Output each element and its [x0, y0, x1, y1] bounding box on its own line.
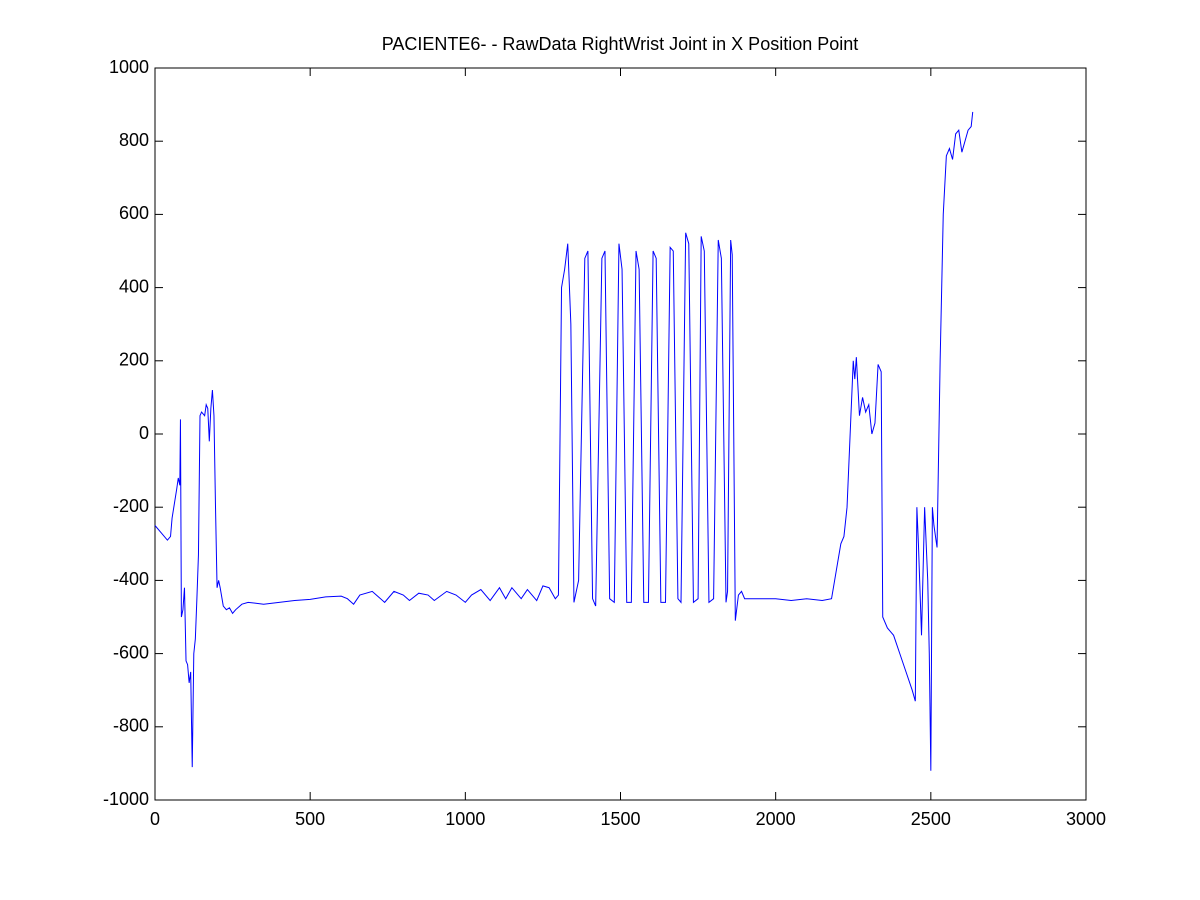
- y-tick-label: 400: [119, 276, 149, 296]
- y-tick-label: -1000: [103, 789, 149, 809]
- x-tick-label: 500: [295, 809, 325, 829]
- y-tick-label: 200: [119, 350, 149, 370]
- y-tick-label: 800: [119, 130, 149, 150]
- y-tick-label: -600: [113, 642, 149, 662]
- x-tick-label: 0: [150, 809, 160, 829]
- y-tick-label: -200: [113, 496, 149, 516]
- plot-area: [154, 67, 1087, 801]
- y-tick-label: 0: [139, 423, 149, 443]
- chart-title: PACIENTE6- - RawData RightWrist Joint in…: [382, 34, 859, 54]
- data-line: [154, 111, 974, 771]
- y-tick-label: -400: [113, 569, 149, 589]
- x-tick-label: 1000: [445, 809, 485, 829]
- x-tick-label: 2000: [756, 809, 796, 829]
- x-tick-label: 1500: [600, 809, 640, 829]
- x-tick-label: 3000: [1066, 809, 1106, 829]
- y-tick-label: 1000: [109, 57, 149, 77]
- x-tick-label: 2500: [911, 809, 951, 829]
- y-tick-label: 600: [119, 203, 149, 223]
- y-tick-label: -800: [113, 716, 149, 736]
